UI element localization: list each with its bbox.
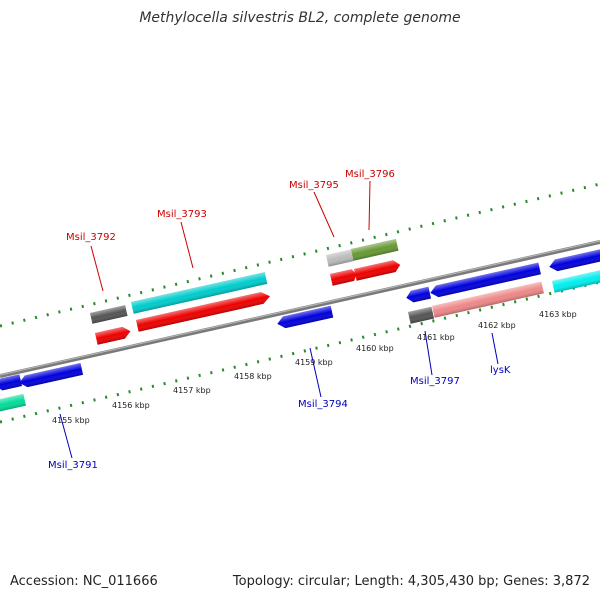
connector-msil3793 bbox=[180, 221, 194, 269]
kbp-label: 4162 kbp bbox=[478, 321, 516, 330]
gene-label-msil3796: Msil_3796 bbox=[345, 169, 395, 180]
genome-backbone-highlight bbox=[0, 240, 600, 376]
kbp-label: 4157 kbp bbox=[173, 386, 211, 395]
connector-lysk bbox=[491, 332, 499, 365]
topology-text: Topology: circular; Length: 4,305,430 bp… bbox=[232, 574, 590, 589]
page-title: Methylocella silvestris BL2, complete ge… bbox=[139, 10, 461, 26]
connector-msil3795 bbox=[313, 191, 335, 238]
connector-msil3791 bbox=[59, 413, 73, 459]
upper-scale-line bbox=[0, 182, 600, 328]
gene-label-msil3793: Msil_3793 bbox=[157, 209, 207, 220]
kbp-label: 4158 kbp bbox=[234, 372, 272, 381]
connector-msil3792 bbox=[90, 245, 104, 292]
connector-msil3796 bbox=[368, 180, 371, 231]
kbp-label: 4160 kbp bbox=[356, 344, 394, 353]
gene-label-msil3797: Msil_3797 bbox=[410, 376, 460, 387]
connector-msil3797 bbox=[424, 330, 433, 376]
kbp-label: 4161 kbp bbox=[417, 333, 455, 342]
connector-msil3794 bbox=[309, 347, 322, 398]
kbp-label: 4155 kbp bbox=[52, 416, 90, 425]
kbp-label: 4159 kbp bbox=[295, 358, 333, 367]
genome-backbone bbox=[0, 240, 600, 378]
kbp-label: 4163 kbp bbox=[539, 310, 577, 319]
gene-label-msil3795: Msil_3795 bbox=[289, 180, 339, 191]
gene-label-msil3794: Msil_3794 bbox=[298, 399, 348, 410]
accession-text: Accession: NC_011666 bbox=[10, 574, 158, 589]
gene-label-msil3792: Msil_3792 bbox=[66, 232, 116, 243]
gene-label-msil3791: Msil_3791 bbox=[48, 460, 98, 471]
kbp-label: 4156 kbp bbox=[112, 401, 150, 410]
gene-label-lysk: lysK bbox=[490, 365, 511, 376]
